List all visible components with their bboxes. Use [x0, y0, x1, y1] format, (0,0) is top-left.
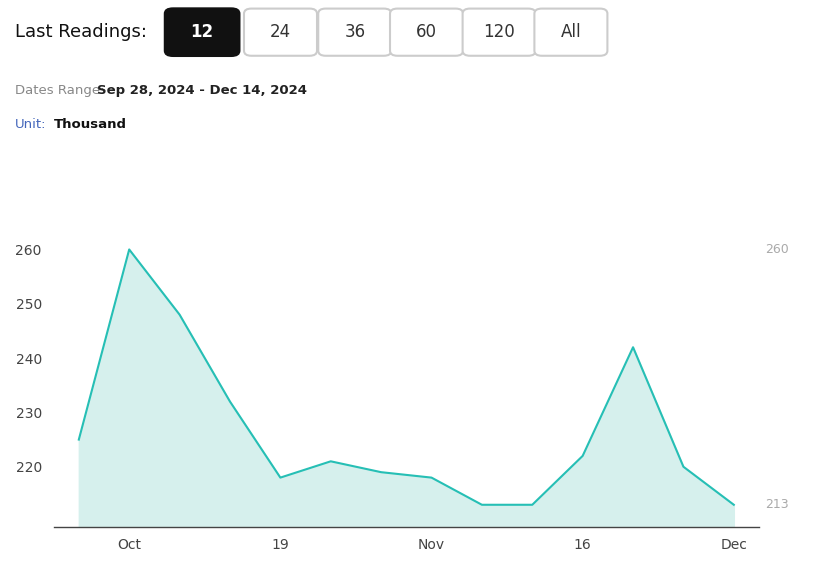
FancyBboxPatch shape: [163, 8, 240, 57]
Text: Dates Range:: Dates Range:: [15, 84, 104, 97]
Text: 120: 120: [483, 23, 515, 41]
Text: All: All: [561, 23, 581, 41]
FancyBboxPatch shape: [535, 9, 607, 56]
Text: 260: 260: [766, 243, 790, 256]
FancyBboxPatch shape: [244, 9, 317, 56]
Text: Sep 28, 2024 - Dec 14, 2024: Sep 28, 2024 - Dec 14, 2024: [97, 84, 308, 97]
FancyBboxPatch shape: [390, 9, 463, 56]
Text: 36: 36: [344, 23, 365, 41]
Text: 24: 24: [270, 23, 291, 41]
Text: 12: 12: [191, 23, 214, 41]
Text: 213: 213: [766, 498, 790, 511]
FancyBboxPatch shape: [463, 9, 535, 56]
Text: 60: 60: [416, 23, 437, 41]
Text: Thousand: Thousand: [54, 118, 126, 130]
FancyBboxPatch shape: [318, 9, 391, 56]
Text: Last Readings:: Last Readings:: [15, 23, 147, 41]
Text: Unit:: Unit:: [15, 118, 46, 130]
